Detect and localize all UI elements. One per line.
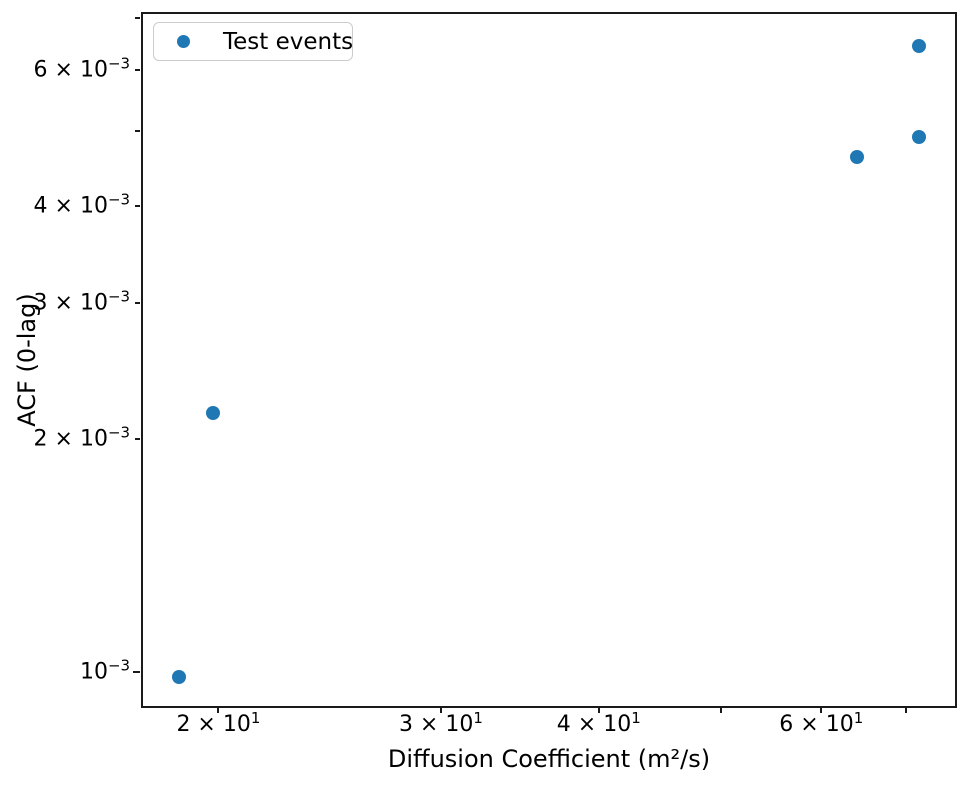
y-tick-label-exponent: −3 xyxy=(107,190,130,209)
x-tick-label: 2 × 101 xyxy=(176,708,261,737)
x-tick-label: 4 × 101 xyxy=(556,708,641,737)
x-tick-mark xyxy=(820,708,823,713)
y-tick-mark xyxy=(135,301,140,304)
y-tick-label: 6 × 10−3 xyxy=(33,54,130,83)
y-tick-mark xyxy=(135,69,140,72)
x-tick-label-exponent: 1 xyxy=(631,708,641,727)
y-tick-label-exponent: −3 xyxy=(107,423,130,442)
y-tick-label-base: 6 × 10 xyxy=(33,57,108,83)
y-tick-label: 2 × 10−3 xyxy=(33,424,130,452)
x-tick-mark xyxy=(904,708,907,713)
x-tick-mark xyxy=(720,708,723,713)
y-tick-label-base: 4 × 10 xyxy=(33,193,108,219)
y-tick-label: 10−3 xyxy=(79,656,130,685)
x-tick-label-exponent: 1 xyxy=(853,708,864,727)
data-point xyxy=(912,38,926,53)
x-tick-label-exponent: 1 xyxy=(473,708,483,727)
x-tick-mark xyxy=(597,708,600,713)
legend: Test events xyxy=(153,22,353,61)
y-tick-label-exponent: −3 xyxy=(107,54,130,73)
x-tick-mark xyxy=(439,708,442,713)
x-tick-mark xyxy=(217,708,220,713)
legend-label: Test events xyxy=(223,28,354,55)
y-tick-label: 4 × 10−3 xyxy=(33,191,130,219)
data-point xyxy=(205,406,220,421)
y-tick-mark xyxy=(133,671,140,674)
y-tick-mark xyxy=(135,17,140,20)
y-tick-mark xyxy=(135,438,140,441)
plot-area xyxy=(141,12,957,708)
y-tick-label: 3 × 10−3 xyxy=(33,287,130,316)
data-point xyxy=(849,150,864,165)
x-tick-label: 3 × 101 xyxy=(398,708,483,737)
x-tick-label-exponent: 1 xyxy=(250,708,261,727)
x-tick-label-base: 4 × 10 xyxy=(556,712,632,737)
y-tick-mark xyxy=(135,205,140,208)
y-tick-label-base: 2 × 10 xyxy=(33,426,108,452)
y-tick-mark xyxy=(135,130,140,133)
x-tick-label-base: 6 × 10 xyxy=(779,712,854,737)
data-point xyxy=(912,129,926,144)
x-tick-label-base: 3 × 10 xyxy=(398,712,474,737)
y-tick-label-exponent: −3 xyxy=(107,287,130,306)
x-tick-label-base: 2 × 10 xyxy=(176,712,251,737)
x-axis-label: Diffusion Coefficient (m²/s) xyxy=(387,745,711,773)
x-tick-label: 6 × 101 xyxy=(779,708,864,737)
y-axis-label: ACF (0-lag) xyxy=(13,293,41,427)
y-tick-label-exponent: −3 xyxy=(107,656,130,675)
legend-marker-icon xyxy=(177,35,190,48)
data-point xyxy=(171,670,186,685)
y-tick-label-base: 10 xyxy=(79,659,108,685)
y-tick-label-base: 3 × 10 xyxy=(33,290,108,316)
